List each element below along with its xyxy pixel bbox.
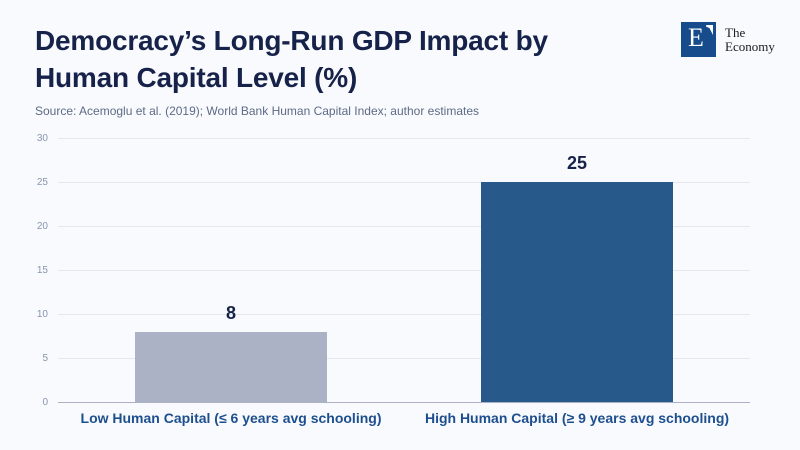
y-tick-label: 20 (0, 221, 48, 233)
economy-logo-word-the: The (725, 26, 775, 40)
y-axis: 051015202530 (0, 139, 48, 403)
bar (135, 332, 327, 402)
y-tick-label: 30 (0, 133, 48, 145)
economy-logo-square: E (681, 22, 716, 57)
bar-value-label: 8 (226, 303, 236, 324)
infographic-card: Democracy’s Long-Run GDP Impact by Human… (0, 0, 800, 450)
page-title-line-1: Democracy’s Long-Run GDP Impact by (35, 22, 548, 59)
economy-logo-wordmark: The Economy (725, 22, 775, 57)
x-axis-labels: Low Human Capital (≤ 6 years avg schooli… (58, 410, 750, 426)
bar-value-label: 25 (567, 153, 587, 174)
gridline (58, 138, 750, 139)
economy-logo: E The Economy (681, 22, 775, 57)
page-title-line-2: Human Capital Level (%) (35, 59, 548, 96)
y-tick-label: 5 (0, 353, 48, 365)
gridline (58, 402, 750, 403)
y-tick-label: 10 (0, 309, 48, 321)
source-note: Source: Acemoglu et al. (2019); World Ba… (35, 104, 479, 118)
y-tick-label: 25 (0, 177, 48, 189)
x-category-label: Low Human Capital (≤ 6 years avg schooli… (58, 410, 404, 426)
y-tick-label: 0 (0, 397, 48, 409)
x-category-label: High Human Capital (≥ 9 years avg school… (404, 410, 750, 426)
economy-logo-word-economy: Economy (725, 40, 775, 54)
plot-area: 8 25 (58, 139, 750, 403)
y-tick-label: 15 (0, 265, 48, 277)
page-title: Democracy’s Long-Run GDP Impact by Human… (35, 22, 548, 96)
economy-logo-letter: E (681, 23, 711, 53)
bar (481, 182, 673, 402)
